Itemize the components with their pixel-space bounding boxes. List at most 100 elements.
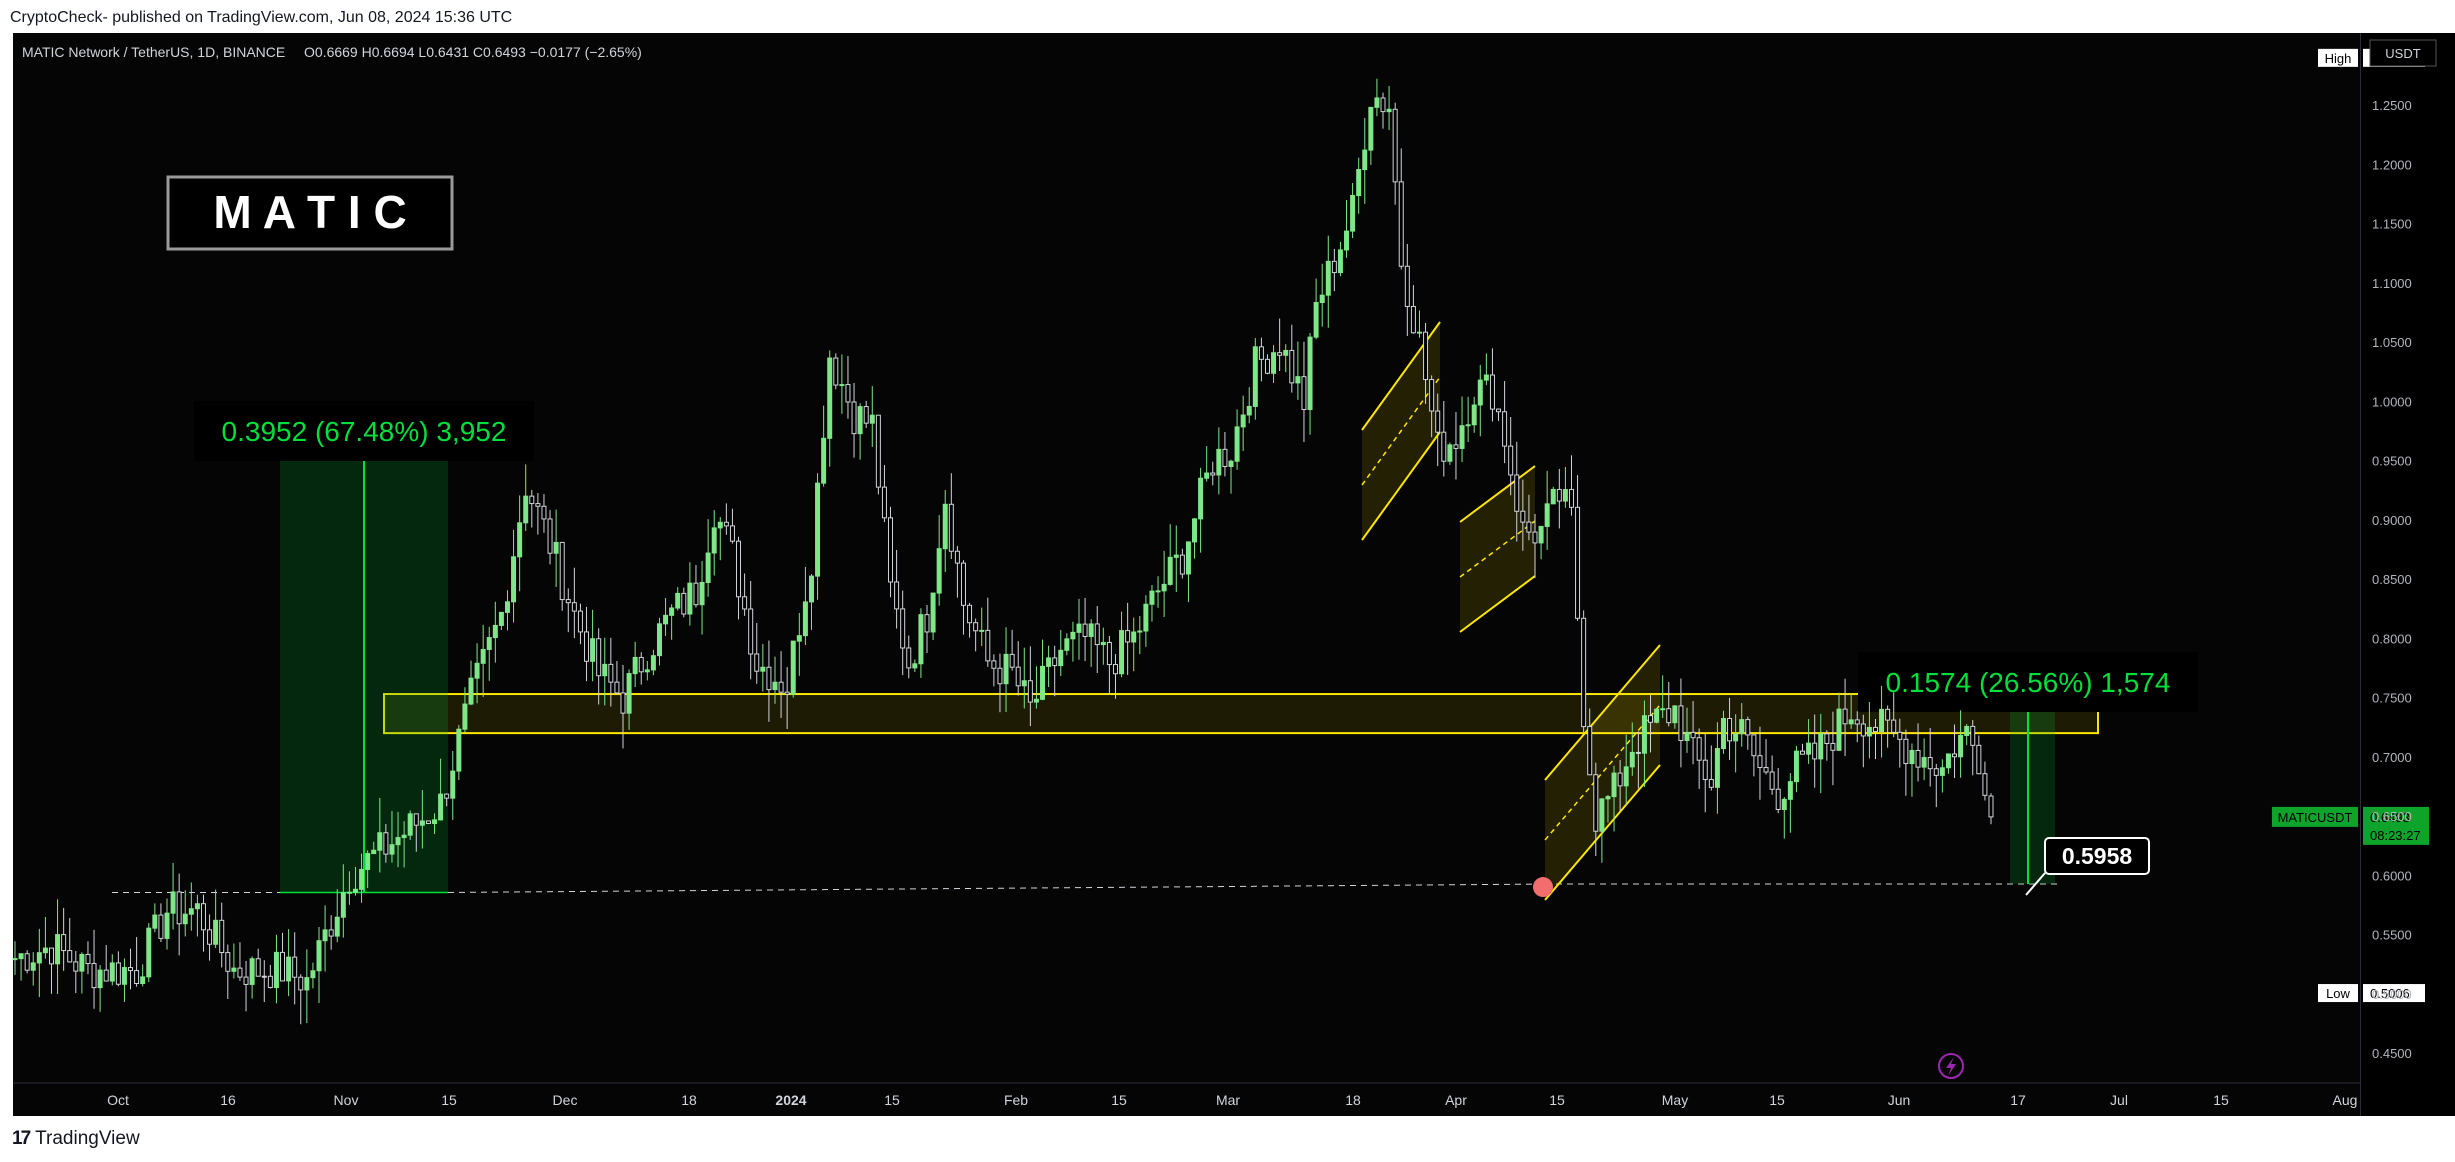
candle-body	[1289, 349, 1295, 384]
candle-body	[960, 562, 966, 606]
candle-body	[638, 656, 644, 673]
support-zone[interactable]	[383, 693, 2099, 735]
candle-body	[766, 666, 772, 691]
candle-body	[577, 610, 583, 633]
x-tick-label: Mar	[1216, 1092, 1240, 1108]
candle-body	[632, 656, 638, 675]
high-tag: High	[2325, 51, 2352, 66]
candle-body	[1240, 414, 1246, 428]
candle-body	[1952, 753, 1958, 758]
x-tick-label: Apr	[1445, 1092, 1467, 1108]
candle-body	[1106, 641, 1112, 666]
x-tick-label: 15	[1111, 1092, 1127, 1108]
candle-body	[748, 608, 754, 655]
candle-body	[1641, 715, 1647, 754]
candle-body	[328, 929, 334, 937]
y-tick-label: 0.8500	[2372, 572, 2412, 587]
price-scale[interactable]	[2360, 33, 2455, 1116]
candle-body	[845, 384, 851, 403]
candle-body	[1319, 294, 1325, 304]
x-tick-label: 15	[1769, 1092, 1785, 1108]
measure-long-label-box	[194, 401, 534, 461]
candle-body	[365, 853, 371, 870]
price-tag-box	[2363, 806, 2429, 845]
candle-body	[91, 963, 97, 989]
candle-body	[140, 976, 146, 984]
candle-body	[881, 486, 887, 519]
candle-body	[128, 967, 134, 972]
candle-body	[1599, 798, 1605, 832]
recent-low-marker[interactable]	[1533, 877, 1553, 898]
ohlc-readout: O0.6669 H0.6694 L0.6431 C0.6493 −0.0177 …	[304, 44, 642, 60]
channel-b-upper	[1459, 465, 1536, 523]
channel-a-mid	[1361, 376, 1441, 486]
lightning-icon[interactable]	[1938, 1053, 1964, 1079]
candle-body	[1769, 771, 1775, 790]
candle-body	[1550, 488, 1556, 505]
candle-body	[736, 540, 742, 598]
candle-body	[1611, 772, 1617, 798]
candle-body	[571, 602, 577, 612]
candle-body	[1654, 708, 1660, 723]
candle-body	[954, 550, 960, 564]
measure-short-label-box	[1858, 652, 2198, 712]
candle-body	[1429, 379, 1435, 412]
candle-body	[754, 653, 760, 672]
candle-body	[839, 384, 845, 387]
candle-body	[1009, 653, 1015, 668]
candle-body	[261, 975, 267, 978]
x-tick-label: 18	[1345, 1092, 1361, 1108]
candle-body	[723, 521, 729, 527]
candle-body	[1137, 630, 1143, 633]
candle-body	[1678, 705, 1684, 741]
candle-body	[1514, 474, 1520, 512]
candle-body	[656, 623, 662, 657]
labels-layer: 0.5958High1.2900Low0.5006MATICUSDT0.6493…	[1533, 48, 2429, 1003]
candle-body	[152, 914, 158, 929]
candle-body	[55, 934, 61, 965]
candle-body	[705, 552, 711, 584]
y-tick-label: 1.2000	[2372, 157, 2412, 172]
candle-body	[346, 891, 352, 894]
candle-body	[802, 601, 808, 637]
candle-body	[1027, 680, 1033, 703]
candle-body	[1264, 358, 1270, 374]
candle-body	[1453, 444, 1459, 449]
tradingview-icon: 17	[12, 1128, 31, 1149]
candle-body	[742, 596, 748, 610]
candle-body	[784, 691, 790, 695]
candle-body	[1921, 757, 1927, 768]
candle-body	[1392, 108, 1398, 183]
candle-body	[644, 669, 650, 673]
candle-body	[1003, 653, 1009, 685]
y-tick-label: 1.0000	[2372, 394, 2412, 409]
candle-body	[194, 903, 200, 910]
candle-body	[918, 614, 924, 665]
candle-body	[425, 820, 431, 824]
candle-body	[30, 962, 36, 971]
candle-body	[1903, 738, 1909, 765]
candle-body	[267, 975, 273, 989]
currency-label: USDT	[2385, 46, 2420, 61]
candle-body	[796, 635, 802, 642]
candle-body	[1277, 352, 1283, 356]
candle-body	[1192, 518, 1198, 543]
candle-body	[1690, 731, 1696, 739]
candle-body	[213, 919, 219, 945]
candle-body	[504, 601, 510, 613]
candle-body	[1666, 708, 1672, 724]
candle-body	[1204, 472, 1210, 479]
candle-body	[1179, 554, 1185, 575]
candle-body	[778, 681, 784, 693]
candle-body	[1982, 773, 1988, 796]
tradingview-logo[interactable]: 17 TradingView	[12, 1128, 140, 1150]
currency-badge[interactable]	[2369, 39, 2437, 67]
candle-body	[1301, 376, 1307, 410]
candle-body	[553, 541, 559, 554]
candle-body	[480, 648, 486, 664]
x-axis: Oct 16 Nov 15 Dec 18 2024 15 Feb 15 Mar 18 Apr 15 May 1…	[13, 1082, 2360, 1108]
candle-body	[1380, 97, 1386, 113]
candle-body	[450, 770, 456, 799]
y-tick-label: 0.7500	[2372, 691, 2412, 706]
